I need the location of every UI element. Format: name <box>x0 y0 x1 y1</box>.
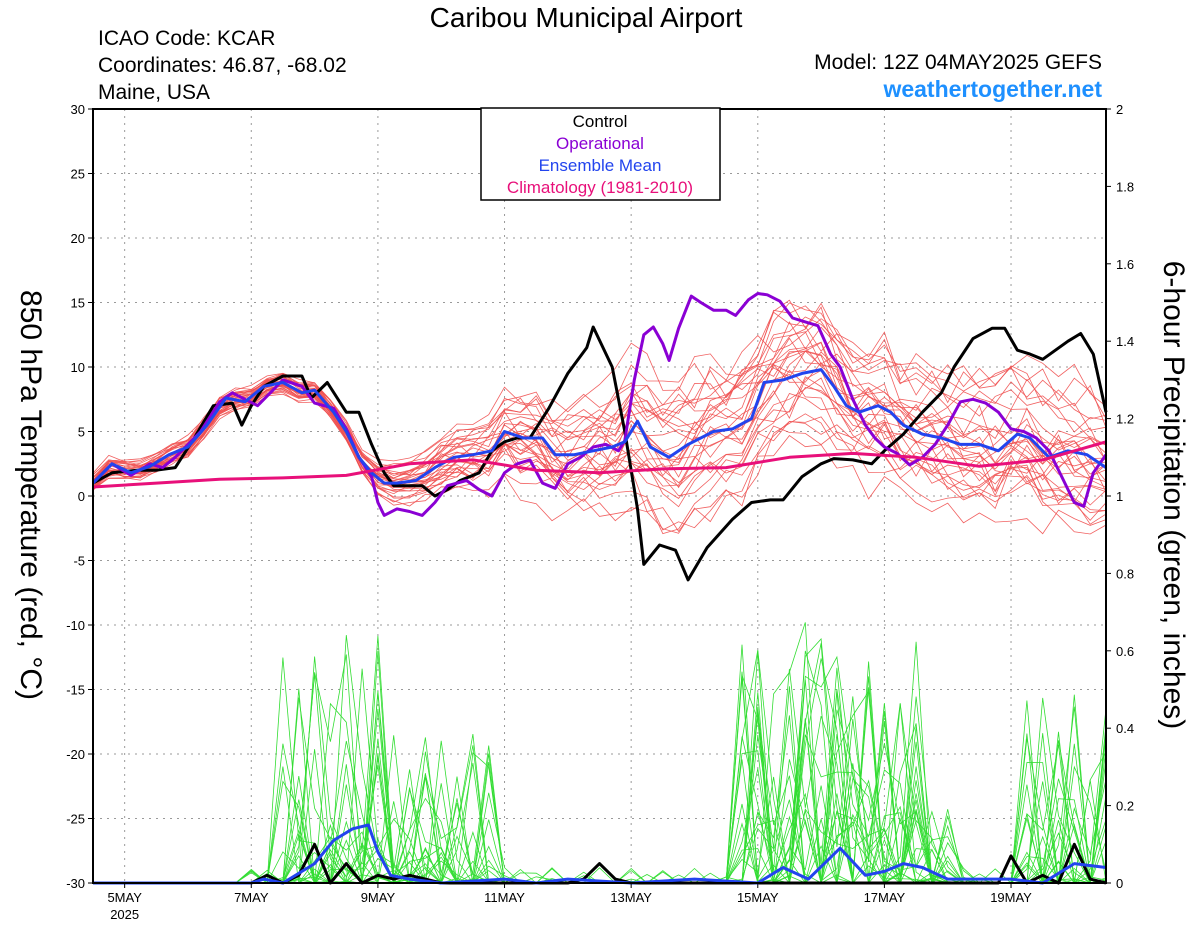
ensemble-precipitation-line <box>93 691 1107 885</box>
legend-box <box>480 107 721 201</box>
ensemble-temperature-line <box>92 389 1107 531</box>
ensemble-precipitation-line <box>93 622 1107 885</box>
x-tick-label: 9MAY <box>361 890 396 905</box>
ensemble-precipitation-line <box>93 692 1107 885</box>
ensemble-precipitation-line <box>93 638 1107 885</box>
y-tick-label-left: 25 <box>71 167 85 182</box>
y-tick-label-left: 10 <box>71 360 85 375</box>
grid <box>93 109 1106 883</box>
x-tick-label: 19MAY <box>990 890 1032 905</box>
x-tick-sublabel: 2025 <box>110 907 139 922</box>
y-tick-label-left: 5 <box>78 425 85 440</box>
x-tick-label: 15MAY <box>737 890 779 905</box>
y-tick-label-right: 1.2 <box>1116 412 1134 427</box>
y-tick-label-right: 1.6 <box>1116 257 1134 272</box>
ensemble-precipitation-line <box>93 644 1107 885</box>
temp-line-climatology-1981-2010 <box>92 440 1107 489</box>
ensemble-precipitation-lines <box>93 622 1107 885</box>
ensemble-precipitation-line <box>93 703 1107 885</box>
legend-entry-climatology-1981-2010: Climatology (1981-2010) <box>507 178 693 197</box>
y-tick-label-right: 0.2 <box>1116 799 1134 814</box>
y-tick-label-left: 20 <box>71 231 85 246</box>
x-tick-label: 11MAY <box>484 890 525 905</box>
legend-entry-operational: Operational <box>556 134 644 153</box>
icao-code: ICAO Code: KCAR <box>98 27 276 50</box>
ensemble-precipitation-line <box>93 635 1107 885</box>
x-tick-label: 5MAY <box>107 890 142 905</box>
x-tick-label: 7MAY <box>234 890 269 905</box>
coordinates: Coordinates: 46.87, -68.02 <box>98 54 347 77</box>
temp-line-control <box>92 325 1108 582</box>
y-tick-label-left: -5 <box>73 554 85 569</box>
ensemble-temperature-line <box>92 299 1107 474</box>
page-title: Caribou Municipal Airport <box>429 2 743 33</box>
y-tick-label-right: 1 <box>1116 489 1123 504</box>
y-tick-label-right: 0.6 <box>1116 644 1134 659</box>
y-tick-label-left: 0 <box>78 489 85 504</box>
x-tick-label: 13MAY <box>610 890 652 905</box>
region: Maine, USA <box>98 81 211 104</box>
ensemble-precipitation-line <box>93 715 1107 884</box>
x-tick-label: 17MAY <box>864 890 906 905</box>
ensemble-precipitation-line <box>93 635 1107 885</box>
model-run: Model: 12Z 04MAY2025 GEFS <box>814 51 1102 74</box>
y-tick-label-left: -25 <box>66 812 85 827</box>
legend-entry-control: Control <box>573 112 628 131</box>
y-tick-label-left: -10 <box>66 618 85 633</box>
legend: Control Operational Ensemble Mean Climatolo… <box>480 107 721 201</box>
y-tick-label-left: 15 <box>71 296 85 311</box>
ensemble-precipitation-line <box>93 673 1107 885</box>
ensemble-temperature-line <box>92 377 1107 535</box>
y-tick-label-right: 1.4 <box>1116 334 1134 349</box>
y-tick-label-left: -20 <box>66 747 85 762</box>
y-tick-label-right: 2 <box>1116 102 1123 117</box>
y-tick-label-left: 30 <box>71 102 85 117</box>
temp-line-ensemble-mean <box>91 368 1107 485</box>
axis-ticks: 302520151050-5-10-15-20-25-3021.81.61.41… <box>66 102 1134 922</box>
y-tick-label-right: 0 <box>1116 876 1123 891</box>
ensemble-precipitation-line <box>93 706 1107 884</box>
precip-line-ensemble-mean <box>93 823 1107 885</box>
ensemble-temperature-line <box>92 369 1107 488</box>
legend-entry-ensemble-mean: Ensemble Mean <box>539 156 662 175</box>
y-tick-label-right: 0.4 <box>1116 721 1134 736</box>
ensemble-precipitation-line <box>93 675 1107 884</box>
y-tick-label-right: 1.8 <box>1116 179 1134 194</box>
main-series-lines <box>91 292 1108 885</box>
site-link[interactable]: weathertogether.net <box>883 76 1102 102</box>
ensemble-precipitation-line <box>93 650 1107 884</box>
y-tick-label-right: 0.8 <box>1116 566 1134 581</box>
y-tick-label-left: -15 <box>66 683 85 698</box>
ensemble-temperature-line <box>92 318 1107 476</box>
ensemble-precipitation-line <box>93 641 1107 885</box>
ensemble-temperature-line <box>92 311 1107 478</box>
y-tick-label-left: -30 <box>66 876 85 891</box>
ensemble-precipitation-line <box>93 643 1106 885</box>
